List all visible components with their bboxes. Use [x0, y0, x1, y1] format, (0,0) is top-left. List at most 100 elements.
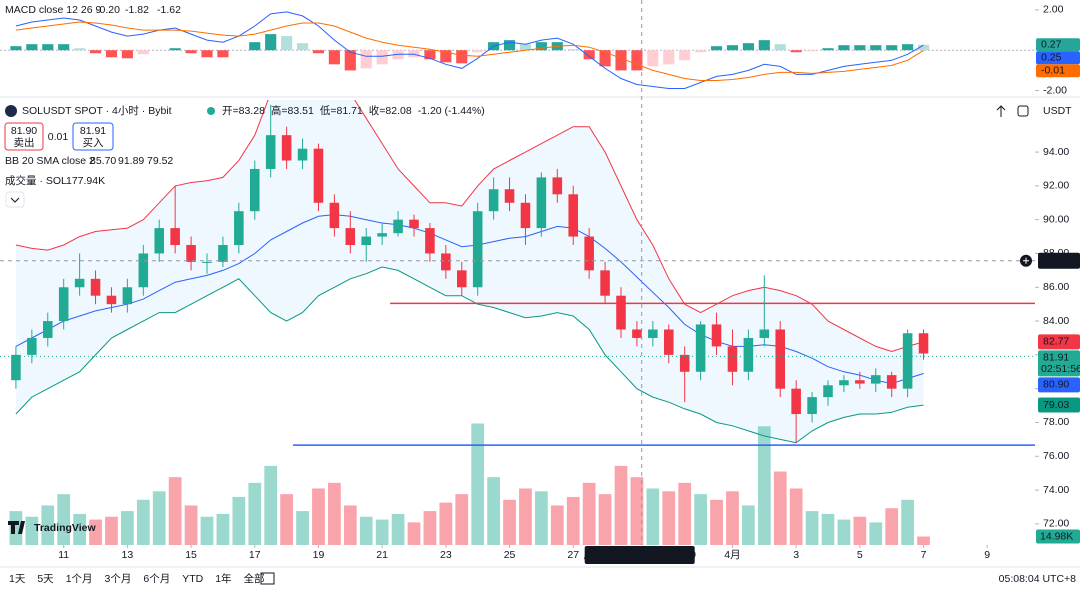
candle-body [106, 295, 117, 305]
volume-bar [885, 508, 899, 545]
candle-body [775, 329, 786, 389]
symbol-title[interactable]: SOLUSDT SPOT · 4小时 · Bybit [22, 105, 172, 117]
candle-body [711, 324, 722, 347]
volume-bar [73, 513, 86, 545]
y-tick-label: 78.00 [1043, 416, 1069, 428]
ohlc-legend: 开=83.28 高=83.51 低=81.71 收=82.08 -1.20 (-1.44… [222, 104, 485, 117]
y-tick-label: 94.00 [1043, 146, 1069, 158]
currency[interactable]: USDT [1043, 105, 1072, 117]
crosshair-plus-icon [1023, 257, 1029, 264]
candle-body [504, 189, 515, 203]
volume-bar [121, 511, 134, 545]
y-tick-label: 86.00 [1043, 281, 1069, 293]
candle-body [90, 278, 101, 296]
logo-icon [8, 521, 25, 534]
toolbar-range[interactable]: 1天 [9, 573, 26, 585]
candle-body [122, 287, 133, 305]
candle-body [855, 380, 865, 384]
bb-lower-value: 79.52 [147, 155, 173, 167]
macd-histogram [328, 50, 340, 65]
volume-bar [487, 477, 500, 545]
volume-bar [423, 511, 437, 545]
macd-histogram [615, 50, 627, 71]
candle-body [472, 211, 483, 288]
macd-histogram [806, 50, 818, 52]
volume-bar [296, 511, 309, 545]
price-badge-label: 79.03 [1043, 399, 1069, 411]
toolbar-range[interactable]: 全部 [244, 572, 265, 585]
x-tick-label: 7 [921, 549, 927, 561]
toolbar-range[interactable]: 3个月 [105, 573, 132, 585]
macd-pane [0, 11, 1035, 89]
candle-body [520, 202, 531, 229]
macd-badge [1036, 38, 1080, 52]
volume-bar [136, 499, 150, 545]
candle-body [807, 397, 817, 415]
ohlc-item: 高=83.51 [271, 104, 314, 117]
candle-body [552, 177, 563, 195]
macd-histogram [281, 36, 293, 51]
volume-bar [248, 482, 262, 545]
volume-bar [264, 465, 278, 545]
macd-histogram [472, 50, 484, 53]
toolbar-range[interactable]: 1个月 [66, 573, 93, 585]
candle-body [425, 228, 435, 254]
x-tick-label: 4月 [724, 549, 740, 561]
screen-icon[interactable] [1017, 105, 1029, 117]
candle-body [393, 219, 403, 234]
symbol-icon [5, 105, 17, 117]
arrow-icon[interactable] [996, 105, 1006, 117]
x-tick-label: 21 [376, 549, 388, 561]
x-tick-label: 17 [249, 549, 261, 561]
macd-histogram [870, 45, 882, 51]
spread: 0.01 [48, 131, 69, 143]
bb-basis [15, 214, 924, 385]
candle-body [791, 388, 801, 415]
macd-histogram [74, 48, 86, 51]
macd-histogram [265, 34, 277, 51]
macd-histogram [360, 50, 372, 69]
volume-bar [391, 513, 405, 545]
volume-bar [598, 494, 612, 545]
macd-badge-label: -0.01 [1041, 65, 1065, 77]
x-tick-label: 11 [58, 549, 69, 561]
volume-bar [455, 494, 469, 545]
toolbar-range[interactable]: 6个月 [143, 573, 170, 585]
volume-bar [359, 516, 373, 545]
volume-bar [535, 491, 548, 545]
volume-bar [232, 496, 246, 545]
toolbar-range[interactable]: 1年 [215, 572, 231, 585]
volume-bar [343, 505, 357, 545]
macd-macd-line [15, 11, 924, 89]
candle-body [441, 253, 451, 271]
volume-bar [789, 488, 803, 545]
y-tick-label: 92.00 [1043, 180, 1069, 192]
x-tick-label: 19 [313, 549, 325, 561]
candle-body [74, 278, 85, 288]
price-countdown: 02:51:56 [1041, 363, 1080, 375]
buy-button[interactable] [72, 122, 114, 151]
macd-histogram [249, 42, 261, 51]
volume-bar [694, 494, 707, 545]
candle-body [345, 228, 356, 246]
toolbar-range[interactable]: YTD [182, 573, 203, 585]
x-tick-label: 13 [122, 549, 134, 561]
collapse-button[interactable] [5, 191, 25, 208]
candle-body [902, 333, 913, 389]
macd-histogram [758, 40, 770, 51]
toolbar-range[interactable]: 5天 [37, 573, 54, 585]
candle-body [743, 337, 754, 372]
macd-histogram [121, 50, 133, 59]
candle-body [27, 337, 37, 355]
sell-button[interactable] [4, 122, 44, 151]
macd-histogram [710, 46, 723, 51]
price-badge-label: 81.91 [1043, 352, 1069, 364]
price-badge [1038, 350, 1080, 377]
ohlc-item: 开=83.28 [222, 105, 265, 117]
macd-histogram [105, 50, 118, 58]
overlay: 72.0074.0076.0078.0080.0082.0084.0086.00… [0, 0, 1080, 564]
candle-body [886, 375, 897, 389]
volume-bar [742, 505, 755, 545]
macd-histogram [886, 45, 898, 51]
date-range-icon[interactable] [260, 572, 275, 585]
